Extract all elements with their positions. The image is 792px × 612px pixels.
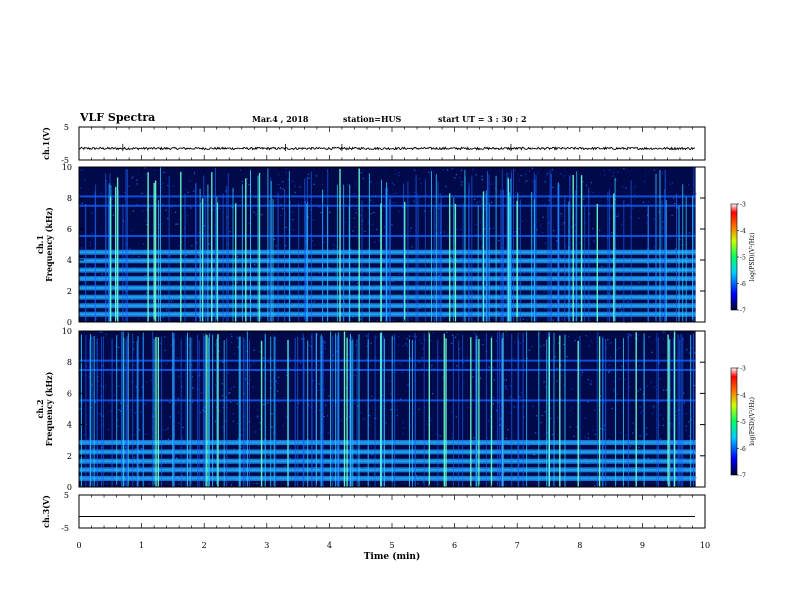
freq-band-core [79, 441, 696, 444]
figure-title: VLF Spectra [80, 111, 156, 124]
x-tick-label: 5 [389, 541, 394, 550]
freq-line [79, 399, 696, 402]
x-tick-label: 10 [700, 541, 710, 550]
y-tick-label: 2 [67, 452, 72, 461]
y-tick-label: -5 [61, 156, 69, 165]
freq-line [79, 369, 696, 371]
y-tick-label: 0 [67, 318, 72, 327]
y-tick-label: 2 [67, 287, 72, 296]
colorbar-tick-label: -7 [740, 473, 746, 480]
freq-line [79, 359, 696, 362]
y-tick-label: 8 [67, 194, 72, 203]
y-tick-label: 0 [67, 483, 72, 492]
colorbar-tick-label: -3 [740, 202, 746, 209]
freq-band-core [79, 450, 696, 453]
station-label: station=HUS [343, 114, 402, 124]
colorbar-2 [730, 203, 738, 311]
colorbar-tick-label: -4 [740, 228, 746, 235]
x-tick-label: 3 [264, 541, 269, 550]
y-tick-label: 8 [67, 358, 72, 367]
colorbar-tick-label: -3 [740, 366, 746, 373]
x-tick-label: 7 [515, 541, 520, 550]
x-axis-label: Time (min) [364, 551, 421, 562]
x-tick-label: 8 [577, 541, 582, 550]
y-axis-label-channel: ch.1 [35, 235, 45, 254]
sferic-streaks-2 [85, 167, 695, 322]
y-tick-label: 4 [67, 421, 72, 430]
freq-band-core [79, 460, 696, 463]
y-tick-label: 10 [62, 163, 72, 172]
freq-band-core [79, 477, 696, 480]
start-ut-label: start UT = 3 : 30 : 2 [438, 114, 527, 124]
y-tick-label: 6 [67, 225, 72, 234]
y-axis-label-frequency: Frequency (kHz) [44, 371, 54, 446]
y-axis-label-frequency: Frequency (kHz) [44, 207, 54, 282]
y-tick-label: 5 [64, 491, 69, 500]
y-tick-label: 6 [67, 389, 72, 398]
colorbar-3 [730, 367, 738, 476]
colorbar-tick-label: -4 [740, 392, 746, 399]
y-axis-label-channel: ch.2 [35, 399, 45, 418]
x-tick-label: 4 [327, 541, 332, 550]
colorbar-tick-label: -5 [740, 255, 746, 262]
colorbar-tick-label: -6 [740, 281, 746, 288]
colorbar-tick-label: -6 [740, 446, 746, 453]
x-tick-label: 2 [202, 541, 207, 550]
y-tick-label: 5 [64, 123, 69, 132]
y-axis-label: ch.1(V) [41, 127, 51, 160]
colorbar-tick-label: -7 [740, 308, 746, 315]
colorbar-label: log(PSD)(V²/Hz) [749, 233, 756, 282]
sferic-streaks-3 [80, 331, 694, 487]
waveform-trace-1 [78, 146, 696, 151]
y-tick-label: -5 [61, 524, 69, 533]
x-tick-label: 6 [452, 541, 457, 550]
x-tick-label: 9 [640, 541, 645, 550]
x-tick-label: 0 [76, 541, 81, 550]
y-tick-label: 10 [62, 327, 72, 336]
y-axis-label: ch.3(V) [41, 495, 51, 528]
date-label: Mar.4 , 2018 [252, 114, 309, 124]
y-tick-label: 4 [67, 256, 72, 265]
colorbar-label: log(PSD)(V²/Hz) [749, 397, 756, 446]
x-tick-label: 1 [139, 541, 144, 550]
colorbar-tick-label: -5 [740, 419, 746, 426]
freq-band-core [79, 468, 696, 471]
